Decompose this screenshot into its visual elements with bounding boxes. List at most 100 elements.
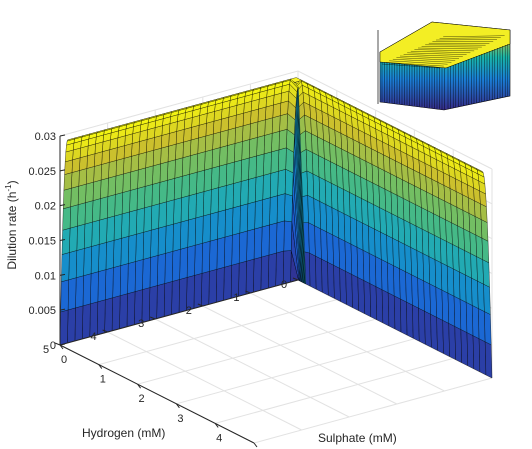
floor-gridline-s	[215, 357, 454, 424]
surface-patch	[241, 139, 251, 161]
surface-patch	[484, 311, 492, 346]
surface-patch	[63, 187, 72, 209]
inset-mesh-line	[396, 57, 456, 61]
surface-patch	[181, 173, 190, 198]
surface-patch	[163, 281, 173, 317]
surface-patch	[261, 197, 271, 228]
surface-patch	[264, 117, 273, 136]
surface-patch	[231, 232, 240, 266]
z-axis-label-close: )	[5, 180, 19, 184]
surface-patch	[421, 207, 429, 233]
surface-patch	[227, 114, 237, 131]
surface-patch	[362, 249, 371, 284]
surface-patch	[201, 271, 210, 307]
surface-patch	[336, 164, 344, 190]
surface-patch	[305, 130, 313, 153]
surface-patch	[187, 217, 196, 248]
surface-patch	[393, 265, 401, 300]
surface-patch	[268, 222, 278, 256]
surface-patch	[480, 219, 489, 242]
surface-patch	[245, 258, 255, 295]
surface-patch	[420, 188, 428, 211]
surface-patch	[70, 185, 79, 207]
surface-patch	[232, 181, 242, 209]
x-tick-label: 2	[186, 305, 192, 317]
surface-patch	[167, 143, 177, 163]
surface-patch	[67, 277, 77, 311]
surface-patch	[144, 184, 153, 209]
surface-patch	[69, 225, 78, 253]
surface-patch	[447, 292, 456, 327]
surface-patch	[482, 259, 490, 288]
surface-patch	[254, 199, 263, 230]
surface-patch	[182, 155, 191, 177]
surface-patch	[268, 252, 277, 289]
surface-patch	[149, 285, 158, 321]
surface-patch	[127, 261, 136, 294]
surface-patch	[59, 309, 69, 346]
x-tick-mark	[102, 329, 108, 333]
surface-patch	[342, 167, 350, 193]
surface-patch	[374, 228, 382, 260]
surface-patch	[183, 127, 192, 143]
x-tick-mark	[292, 277, 299, 281]
surface-patch	[105, 240, 115, 270]
surface-patch	[400, 298, 408, 336]
surface-patch	[152, 147, 162, 167]
surface-patch	[63, 172, 73, 191]
y-tick-mark	[137, 383, 142, 389]
surface-patch	[440, 237, 448, 267]
surface-patch	[194, 215, 204, 246]
z-axis-label-superscript: -1	[4, 184, 13, 192]
surface-patch	[445, 219, 453, 245]
surface-patch	[326, 231, 334, 266]
surface-patch	[436, 316, 444, 354]
surface-patch	[416, 250, 424, 282]
surface-patch	[239, 203, 249, 234]
surface-patch	[201, 240, 211, 274]
surface-patch	[262, 173, 272, 200]
surface-patch	[175, 129, 185, 145]
sulphate-axis-line	[59, 344, 255, 444]
x-axis-label: Hydrogen (mM)	[82, 426, 165, 440]
surface-patch	[111, 295, 121, 332]
surface-patch	[337, 185, 345, 215]
y-tick-label: 1	[100, 374, 106, 386]
z-tick-mark	[59, 343, 66, 346]
z-axis-label-main: Dilution rate (h	[5, 192, 19, 270]
surface-patch	[143, 205, 153, 233]
surface-patch	[367, 201, 375, 230]
inset-mesh-line	[381, 63, 441, 69]
surface-patch	[355, 195, 363, 224]
surface-patch	[225, 183, 234, 211]
surface-patch	[108, 147, 118, 163]
surface-patch	[430, 313, 438, 351]
surface-patch	[404, 244, 412, 276]
surface-patch	[440, 262, 449, 294]
surface-patch	[240, 157, 250, 182]
surface-patch	[173, 176, 183, 200]
surface-patch	[484, 341, 493, 379]
surface-patch	[99, 196, 109, 221]
surface-patch	[69, 204, 79, 229]
inset-mesh-line	[417, 47, 479, 50]
surface-patch	[379, 207, 387, 236]
floor-gridline-s	[253, 377, 493, 444]
surface-patch	[314, 225, 322, 260]
surface-patch	[67, 307, 76, 344]
surface-patch	[308, 222, 316, 257]
inset-mesh-line	[403, 54, 463, 57]
surface-patch	[227, 127, 236, 146]
surface-patch	[61, 252, 70, 283]
surface-patch	[62, 206, 71, 231]
surface-patch	[279, 113, 288, 132]
surface-patch	[305, 149, 314, 175]
z-tick-label: 0.02	[35, 201, 56, 213]
surface-patch	[108, 160, 117, 179]
surface-patch	[478, 338, 487, 376]
surface-patch	[256, 135, 265, 157]
surface-patch	[66, 137, 76, 142]
surface-patch	[242, 110, 252, 127]
inset-mesh-line	[439, 37, 501, 39]
surface-patch	[272, 102, 282, 118]
